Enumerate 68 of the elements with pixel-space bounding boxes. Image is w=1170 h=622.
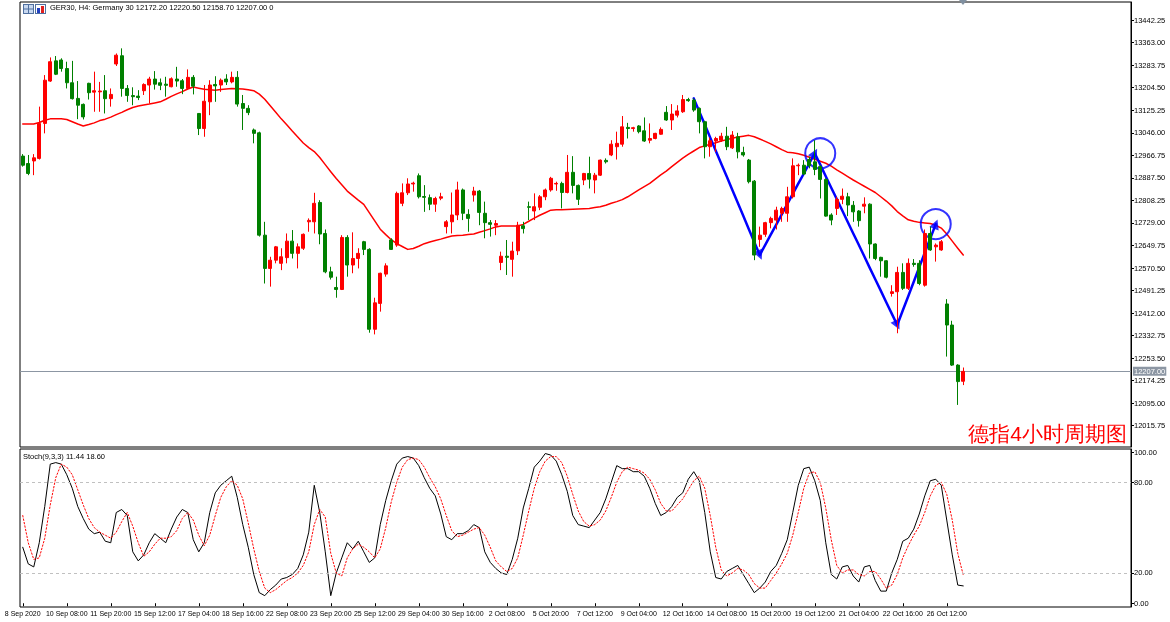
candlestick (329, 266, 333, 281)
candlestick (582, 172, 586, 186)
candlestick (461, 188, 465, 221)
candlestick (98, 81, 102, 113)
candlestick (923, 228, 927, 288)
candlestick (631, 126, 635, 133)
candlestick (92, 71, 96, 113)
candlestick (686, 97, 690, 103)
candlestick (532, 192, 536, 221)
candlestick (499, 251, 503, 271)
candlestick (587, 156, 591, 190)
candlestick (466, 208, 470, 233)
candlestick (477, 189, 481, 226)
candlestick (103, 74, 107, 114)
candlestick (334, 276, 338, 299)
candlestick (109, 87, 113, 108)
candlestick (758, 226, 762, 248)
candlestick (439, 192, 443, 201)
candlestick (928, 226, 932, 252)
candlestick (626, 122, 630, 139)
candlestick (901, 262, 905, 291)
candlestick (857, 209, 861, 228)
candlestick (681, 94, 685, 114)
candlestick (224, 73, 228, 86)
candlestick (444, 219, 448, 234)
candlestick (290, 229, 294, 259)
candlestick (428, 194, 432, 211)
candlestick (472, 186, 476, 203)
candlestick (725, 126, 729, 151)
candlestick (708, 137, 712, 158)
candlestick (345, 234, 349, 278)
candlestick (235, 70, 239, 108)
candlestick (730, 130, 734, 150)
candlestick (565, 154, 569, 194)
candlestick (741, 146, 745, 158)
candlestick (521, 221, 525, 234)
candlestick (956, 363, 960, 406)
candlestick (433, 196, 437, 213)
candlestick (263, 221, 267, 284)
candlestick (268, 256, 272, 288)
candlestick (164, 76, 168, 98)
candlestick (114, 52, 118, 67)
candlestick (197, 112, 201, 136)
candlestick (703, 120, 707, 159)
candlestick (560, 181, 564, 209)
candlestick (87, 82, 91, 101)
candlestick (384, 262, 388, 278)
candlestick (191, 74, 195, 95)
candlestick (389, 237, 393, 251)
candlestick (609, 139, 613, 157)
candlestick (736, 132, 740, 159)
candlestick (213, 75, 217, 103)
candlestick (604, 157, 608, 165)
candlestick (510, 241, 514, 278)
candlestick (664, 105, 668, 122)
text: 德指4小时周期图 (968, 422, 1128, 445)
candlestick (169, 76, 173, 88)
candlestick (494, 219, 498, 236)
candlestick (763, 221, 767, 238)
candlestick (659, 126, 663, 136)
candlestick (285, 232, 289, 264)
candlestick (527, 201, 531, 221)
candlestick (906, 257, 910, 291)
candlestick (230, 71, 234, 84)
candlestick (862, 196, 866, 214)
candlestick (505, 239, 509, 276)
candlestick (961, 367, 965, 386)
candlestick (340, 234, 344, 291)
